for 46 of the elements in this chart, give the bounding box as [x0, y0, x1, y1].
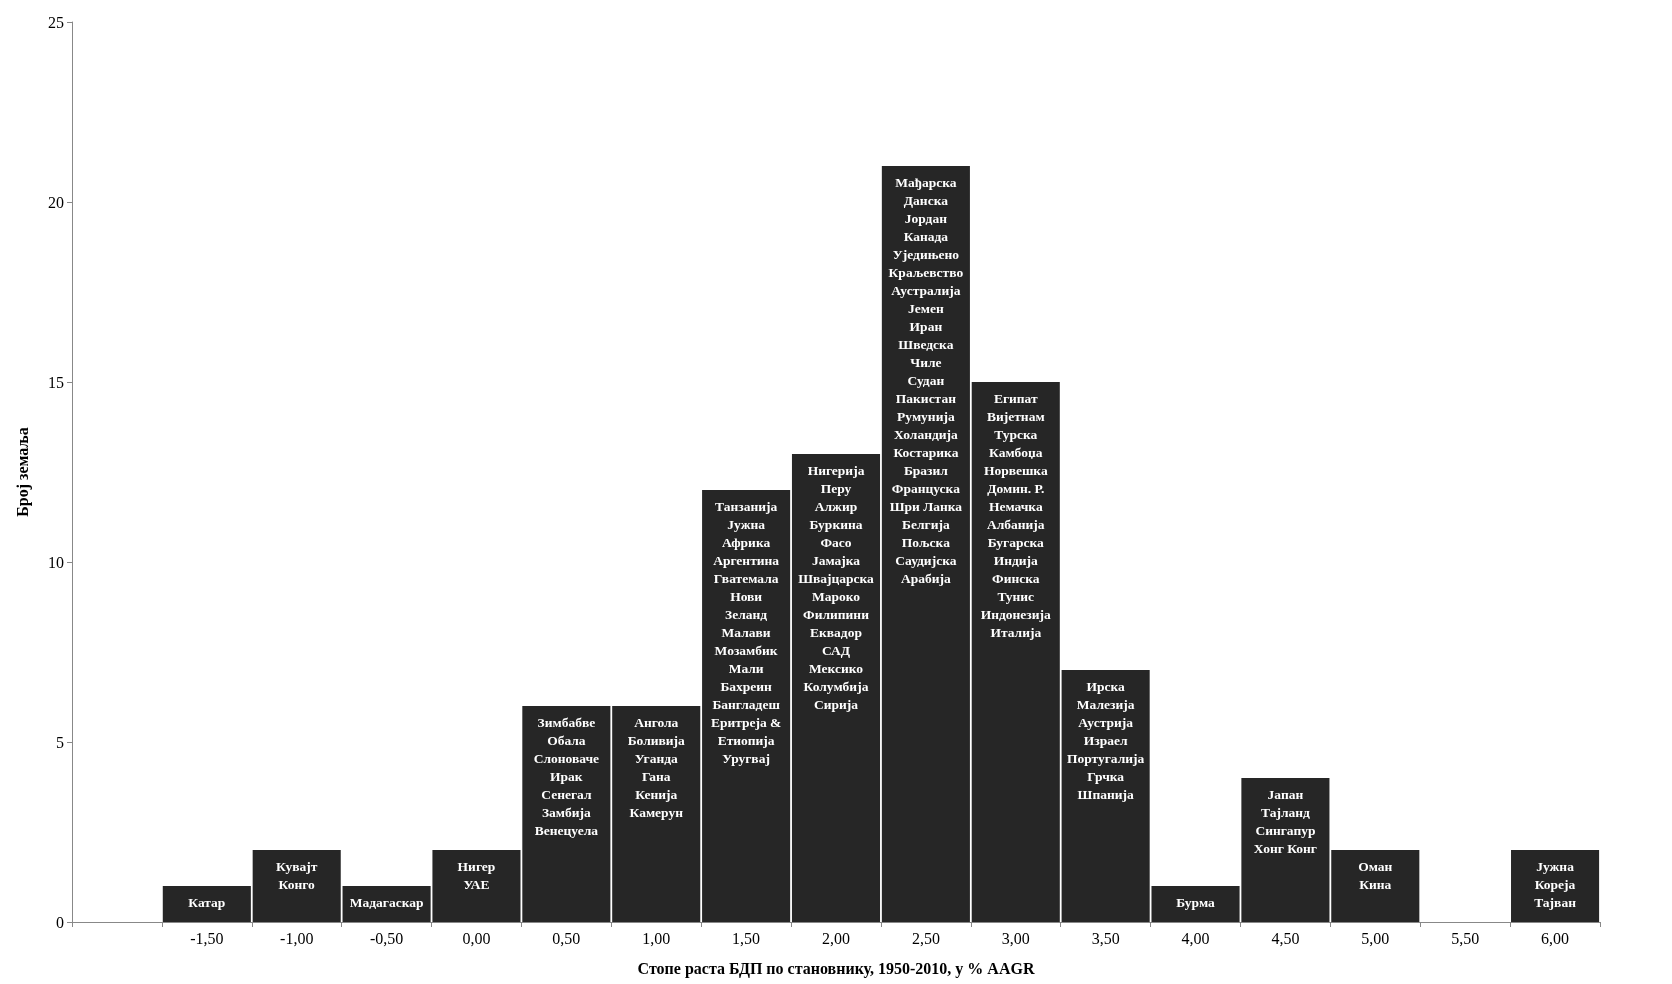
y-tick-label: 15: [48, 373, 64, 391]
bar: [791, 454, 881, 922]
data-label: Кувајт Конго: [276, 858, 318, 892]
x-tick-label: 2,50: [911, 929, 940, 947]
x-tick-label: 0,50: [552, 929, 581, 947]
data-label: Јапан Тајланд Сингапур Хонг Конг: [1253, 786, 1317, 856]
y-axis-title: Број земаља: [13, 427, 32, 517]
y-tick-label: 25: [48, 13, 64, 31]
x-tick-label: 1,50: [732, 929, 761, 947]
bar: [612, 706, 701, 922]
x-tick-label: 2,00: [822, 929, 850, 947]
x-tick-label: 5,00: [1361, 929, 1390, 947]
y-tick-label: 0: [56, 913, 64, 931]
x-tick-label: 6,00: [1541, 929, 1570, 947]
x-tick-label: 0,00: [462, 929, 491, 947]
bar: [252, 850, 341, 922]
x-tick-label: 3,00: [1001, 929, 1030, 947]
x-tick-label: -1,50: [190, 929, 224, 947]
x-tick-label: 3,50: [1091, 929, 1120, 947]
data-label: Ангола Боливија Уганда Гана Кенија Камерун: [627, 714, 686, 820]
data-label: Јужна Кореја Тајван: [1534, 858, 1577, 910]
y-tick-label: 20: [48, 193, 64, 211]
data-label: Ирска Малезија Аустрија Израел Португалија Грчка Шпанија: [1066, 678, 1145, 802]
x-tick-label: -1,00: [280, 929, 314, 947]
y-tick-label: 5: [56, 733, 64, 751]
data-label: Зимбабве Обала Слоноваче Ирак Сенегал Замбија Венецуела: [533, 714, 600, 838]
x-tick-label: 4,50: [1271, 929, 1300, 947]
bar: [971, 382, 1060, 922]
x-tick-label: 5,50: [1451, 929, 1480, 947]
bar: [162, 886, 251, 922]
x-axis-title: Стопе раста БДП по становнику, 1950-2010, у % AAGR: [637, 959, 1035, 978]
data-label: Нигер УАЕ: [457, 858, 496, 892]
text: Египат Вијетнам Турска Камбоџа Норвешка Домин. Р. Немачка Албанија Бугарска Индија Финска Тунис Индонезија Италија: [980, 390, 1051, 640]
data-label: Бурма: [1176, 894, 1216, 910]
data-label: Мадагаскар: [349, 894, 424, 910]
text: Нигерија Перу Алжир Буркина Фасо Јамајка Швајцарска Мароко Филипини Еквадор САД Мексико Колумбија Сирија: [798, 462, 874, 712]
text: Мађарска Данска Јордан Канада Уједињено Краљевство Аустралија Јемен Иран Шведска Чиле Судан Пакистан Румунија Холандија Костарика Бразил Француска Шри Ланка Белгија Пољска Саудијска Арабија: [888, 174, 964, 586]
bar: [881, 166, 970, 922]
y-tick-label: 10: [48, 553, 64, 571]
bar: [1331, 850, 1420, 922]
text: Танзанија Јужна Африка Аргентина Гватемала Нови Зеланд Малави Мозамбик Мали Бахреин Бангладеш Еритреја & Етиопија Уругвај: [710, 498, 782, 766]
data-label: Катар: [188, 894, 226, 910]
x-tick-label: 4,00: [1181, 929, 1210, 947]
x-tick-label: -0,50: [369, 929, 404, 947]
data-label: Оман Кина: [1358, 858, 1393, 892]
x-tick-label: 1,00: [642, 929, 671, 947]
